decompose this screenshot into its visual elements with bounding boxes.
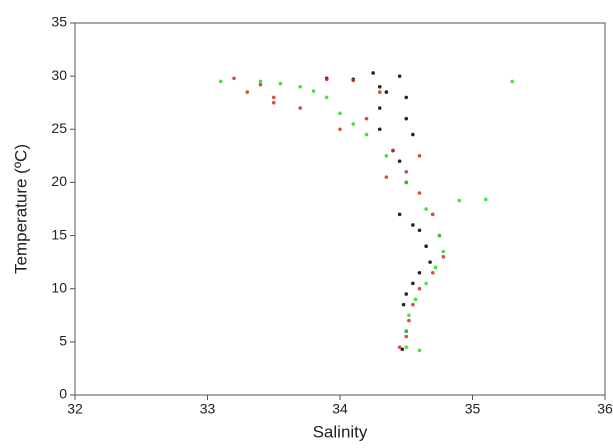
point bbox=[377, 84, 382, 89]
point bbox=[437, 233, 442, 238]
point bbox=[404, 95, 409, 100]
point bbox=[424, 281, 428, 286]
point bbox=[364, 132, 369, 137]
y-axis-label: Temperature (ºC) bbox=[11, 144, 30, 274]
point bbox=[298, 106, 303, 110]
point bbox=[397, 212, 402, 217]
point bbox=[258, 79, 263, 84]
point bbox=[384, 90, 389, 94]
point bbox=[433, 265, 438, 270]
point bbox=[245, 90, 250, 94]
point bbox=[338, 111, 342, 116]
point bbox=[391, 148, 395, 153]
point bbox=[404, 170, 409, 174]
point bbox=[324, 95, 329, 100]
point bbox=[377, 127, 382, 132]
x-tick-label: 32 bbox=[67, 401, 83, 417]
point bbox=[510, 79, 515, 84]
point bbox=[417, 191, 422, 195]
point bbox=[441, 255, 446, 259]
point bbox=[404, 334, 409, 339]
point bbox=[411, 281, 415, 286]
y-tick-label: 30 bbox=[51, 67, 67, 83]
point bbox=[324, 77, 329, 82]
point bbox=[404, 345, 409, 349]
y-tick-label: 25 bbox=[51, 120, 67, 136]
x-tick-label: 34 bbox=[332, 401, 348, 417]
point bbox=[364, 116, 369, 121]
plot-frame bbox=[74, 22, 606, 396]
y-tick-label: 15 bbox=[51, 226, 67, 242]
y-tick-label: 0 bbox=[59, 386, 67, 402]
point bbox=[311, 89, 316, 93]
point bbox=[400, 347, 405, 352]
point bbox=[430, 212, 435, 217]
point bbox=[377, 90, 382, 94]
point bbox=[411, 223, 415, 227]
point bbox=[411, 132, 415, 137]
point bbox=[417, 348, 422, 353]
point bbox=[417, 228, 422, 233]
point bbox=[483, 197, 488, 202]
point bbox=[417, 286, 422, 291]
x-tick-label: 35 bbox=[465, 401, 481, 417]
point bbox=[397, 159, 402, 163]
x-tick-label: 33 bbox=[200, 401, 216, 417]
point bbox=[351, 122, 356, 126]
point bbox=[457, 198, 462, 203]
point bbox=[411, 302, 415, 307]
point bbox=[417, 154, 422, 158]
point bbox=[441, 249, 446, 254]
point bbox=[384, 154, 389, 158]
y-tick-label: 10 bbox=[51, 279, 67, 295]
point bbox=[298, 84, 303, 89]
point bbox=[407, 313, 411, 318]
point bbox=[232, 76, 236, 81]
point bbox=[413, 297, 418, 302]
point bbox=[428, 260, 432, 264]
point bbox=[271, 95, 276, 100]
point bbox=[351, 78, 356, 83]
y-tick-label: 5 bbox=[59, 333, 67, 349]
point bbox=[258, 82, 263, 87]
point bbox=[424, 207, 428, 211]
point bbox=[404, 180, 409, 185]
point bbox=[271, 100, 276, 105]
y-tick-label: 35 bbox=[51, 14, 67, 30]
point bbox=[397, 345, 402, 349]
point bbox=[371, 71, 375, 75]
point bbox=[218, 79, 223, 84]
point bbox=[404, 292, 409, 296]
point bbox=[407, 318, 411, 323]
point bbox=[278, 81, 283, 86]
x-tick-label: 36 bbox=[597, 401, 613, 417]
point bbox=[424, 244, 428, 248]
y-tick-label: 20 bbox=[51, 173, 67, 189]
x-axis-label: Salinity bbox=[313, 422, 368, 441]
point bbox=[404, 329, 409, 334]
point bbox=[377, 106, 382, 110]
point bbox=[384, 175, 389, 179]
point bbox=[430, 270, 435, 275]
point bbox=[397, 74, 402, 78]
point bbox=[338, 127, 342, 132]
point bbox=[404, 116, 409, 121]
point bbox=[417, 270, 422, 275]
point bbox=[401, 302, 406, 307]
